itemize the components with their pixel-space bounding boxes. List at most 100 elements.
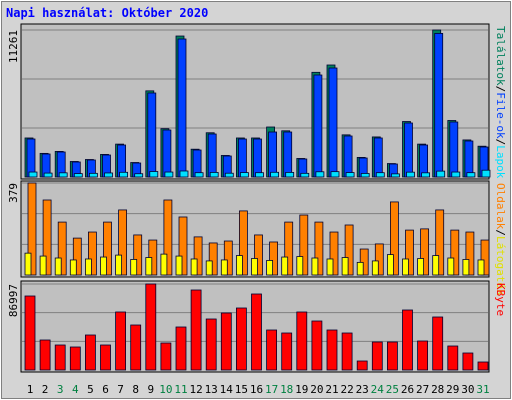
bar xyxy=(54,344,66,371)
bar xyxy=(194,172,204,178)
bar xyxy=(255,172,264,178)
bar xyxy=(406,171,415,178)
bar xyxy=(223,240,233,276)
bar xyxy=(190,289,202,371)
bar xyxy=(270,171,280,178)
legend: KByte xyxy=(494,283,507,316)
chart-title: Napi használat: Október 2020 xyxy=(6,6,208,20)
bar xyxy=(177,38,187,178)
x-tick-label: 23 xyxy=(356,383,369,396)
bar xyxy=(299,214,309,276)
bar xyxy=(420,228,430,276)
bar xyxy=(402,309,413,371)
legend-entry: File-ok xyxy=(494,92,507,139)
legend-entry: Találatok xyxy=(494,26,507,86)
bar xyxy=(266,329,278,371)
bar xyxy=(28,171,38,178)
bar xyxy=(190,258,198,276)
bar xyxy=(405,229,414,276)
bar xyxy=(205,318,217,371)
bar xyxy=(477,259,485,276)
bar xyxy=(147,92,157,178)
bar xyxy=(27,182,37,276)
bar xyxy=(175,255,183,276)
bar xyxy=(283,131,293,178)
bar xyxy=(450,229,460,276)
bar xyxy=(160,253,168,276)
bar xyxy=(341,332,353,371)
bar xyxy=(39,339,51,371)
bar xyxy=(209,172,219,178)
bar xyxy=(238,210,248,276)
bar xyxy=(449,121,459,178)
bar xyxy=(464,140,474,178)
bar xyxy=(224,172,234,178)
bar xyxy=(386,341,398,371)
legend: Találatok/File-ok/Lapok xyxy=(494,26,507,179)
bar xyxy=(465,231,475,276)
bar xyxy=(281,332,293,371)
bar xyxy=(344,224,354,276)
bar xyxy=(311,257,319,276)
bar xyxy=(239,172,249,178)
x-tick-label: 13 xyxy=(205,383,218,396)
y-tick-label: 86997 xyxy=(7,284,20,317)
bar xyxy=(371,260,379,276)
bar xyxy=(447,257,455,276)
bar xyxy=(404,122,413,178)
bar xyxy=(69,259,77,276)
bar xyxy=(235,255,243,276)
bar xyxy=(386,254,394,276)
bar xyxy=(313,74,323,178)
bar xyxy=(285,172,295,178)
bar xyxy=(326,329,338,371)
bar xyxy=(145,283,157,371)
x-tick-label: 27 xyxy=(416,383,429,396)
bar xyxy=(311,320,323,371)
x-tick-label: 11 xyxy=(174,383,187,396)
bar xyxy=(390,173,400,178)
x-tick-label: 28 xyxy=(431,383,444,396)
bar xyxy=(85,258,92,276)
x-tick-label: 30 xyxy=(461,383,474,396)
bar xyxy=(220,312,232,371)
bar xyxy=(330,171,340,178)
x-tick-label: 31 xyxy=(476,383,489,396)
bar xyxy=(251,258,258,276)
bar xyxy=(130,259,138,276)
bar xyxy=(281,256,289,276)
bar xyxy=(85,334,96,371)
legend: Oldalak/Látogatók xyxy=(494,183,507,296)
x-tick-label: 10 xyxy=(159,383,172,396)
x-tick-label: 16 xyxy=(250,383,263,396)
bar xyxy=(193,236,203,276)
bar xyxy=(296,256,304,276)
bar xyxy=(149,171,159,178)
bar xyxy=(175,326,187,371)
bar xyxy=(104,172,113,178)
x-tick-label: 14 xyxy=(220,383,234,396)
bar xyxy=(341,257,349,276)
bar xyxy=(130,324,142,371)
bar xyxy=(26,138,36,178)
bar xyxy=(374,243,384,276)
bar xyxy=(343,135,353,178)
bar xyxy=(207,133,217,178)
bar xyxy=(360,173,370,178)
x-tick-label: 24 xyxy=(371,383,385,396)
legend-entry: KByte xyxy=(494,283,507,316)
bar xyxy=(163,199,173,276)
bar xyxy=(389,201,399,276)
bar xyxy=(480,239,490,276)
y-tick-label: 11261 xyxy=(7,30,20,63)
bar xyxy=(462,259,470,276)
x-tick-label: 4 xyxy=(72,383,79,396)
bar xyxy=(115,311,126,371)
bar xyxy=(251,293,262,371)
bar xyxy=(356,360,368,371)
x-tick-label: 17 xyxy=(265,383,278,396)
bar xyxy=(329,231,339,276)
legend-entry: Lapok xyxy=(494,145,507,178)
